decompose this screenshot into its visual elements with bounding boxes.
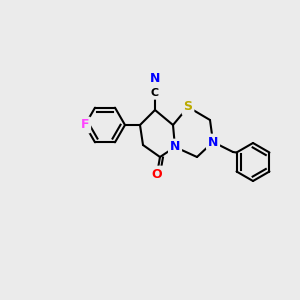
Text: N: N [208,136,218,148]
Text: N: N [150,73,160,85]
Text: S: S [184,100,193,113]
Text: O: O [152,167,162,181]
Text: F: F [81,118,89,131]
Text: C: C [151,88,159,98]
Text: N: N [170,140,180,154]
